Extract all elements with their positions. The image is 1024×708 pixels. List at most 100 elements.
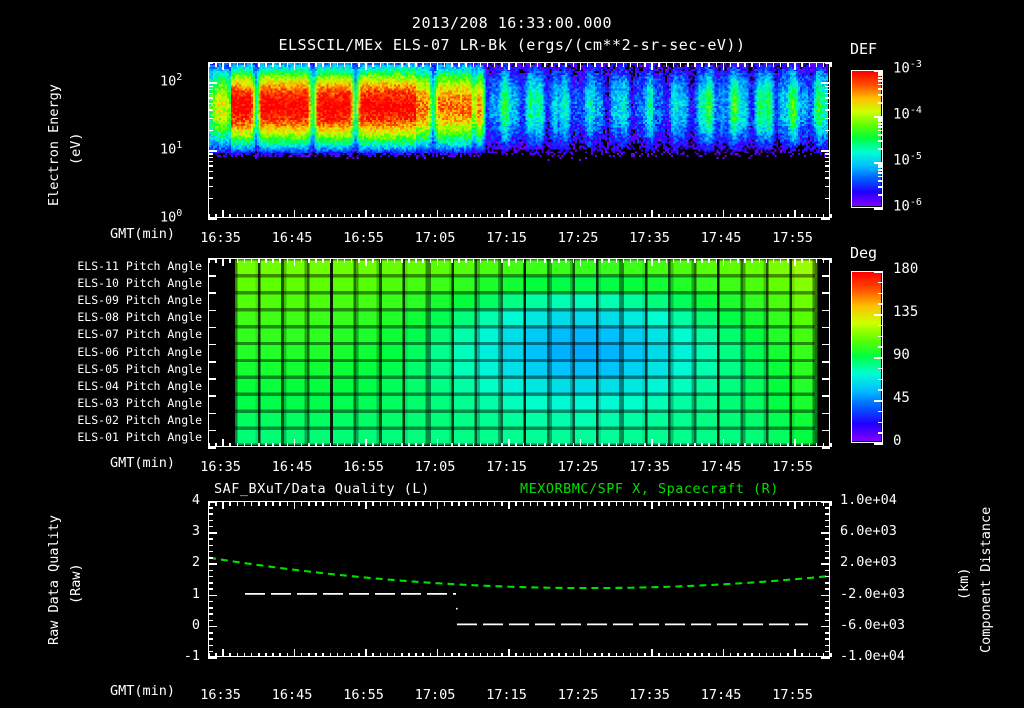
x-tick-label: 17:55: [772, 459, 813, 475]
x-tick-label: 17:25: [557, 230, 599, 246]
x-tick: [265, 258, 267, 263]
x-tick: [665, 62, 668, 67]
x-tick: [722, 439, 725, 447]
x-tick: [408, 213, 410, 218]
y-tick: [825, 507, 830, 509]
x-tick: [744, 62, 746, 67]
x-tick: [379, 501, 382, 506]
pitch-angle-row-label: ELS-10 Pitch Angle: [77, 275, 202, 290]
deg-colorbar-tick-label: 90: [893, 347, 910, 363]
x-tick: [372, 442, 374, 447]
x-tick: [830, 62, 832, 67]
x-tick: [629, 213, 632, 218]
x-tick: [622, 442, 625, 447]
x-tick: [458, 62, 460, 67]
x-tick: [794, 62, 796, 70]
y-tick: [825, 644, 830, 647]
y-tick: [822, 258, 830, 260]
x-tick: [758, 213, 760, 218]
x-tick: [308, 442, 310, 447]
x-tick: [236, 652, 239, 657]
x-tick: [737, 62, 739, 67]
y-tick: [825, 197, 830, 200]
x-tick: [679, 652, 682, 657]
y-tick: [821, 532, 830, 534]
x-tick: [300, 258, 303, 263]
y-tick: [208, 117, 213, 120]
x-tick: [286, 652, 289, 657]
x-tick: [215, 62, 217, 67]
x-tick: [801, 442, 803, 447]
x-tick: [365, 439, 367, 447]
x-tick-label: 16:35: [200, 687, 241, 703]
distance-tick-label: 1.0e+04: [840, 492, 897, 508]
x-tick: [815, 62, 818, 67]
pitch-angle-frame: [208, 258, 830, 447]
x-tick: [658, 652, 660, 657]
distance-ylabel-line2: (km): [956, 567, 972, 600]
y-tick: [822, 292, 830, 294]
y-tick: [822, 275, 830, 277]
x-tick: [222, 258, 224, 266]
x-tick: [250, 501, 253, 506]
x-tick: [429, 652, 432, 657]
x-tick: [350, 213, 353, 218]
x-tick: [422, 258, 424, 263]
x-tick: [722, 501, 725, 509]
y-tick: [208, 177, 213, 179]
x-tick: [508, 439, 510, 447]
x-tick: [751, 501, 753, 506]
y-tick: [825, 600, 830, 603]
x-tick: [279, 213, 281, 218]
x-tick: [322, 62, 324, 67]
x-tick: [694, 62, 696, 67]
x-tick: [329, 442, 332, 447]
x-tick: [679, 213, 682, 218]
deg-colorbar-tick-label: 0: [893, 433, 902, 449]
pitch-angle-xlabel: GMT(min): [110, 455, 176, 471]
x-tick: [343, 501, 346, 506]
x-tick: [215, 652, 217, 657]
x-tick: [386, 258, 389, 263]
x-tick-label: 17:35: [629, 459, 670, 475]
x-tick: [308, 501, 310, 506]
y-tick: [208, 361, 216, 363]
x-tick: [401, 652, 403, 657]
y-tick: [208, 544, 213, 547]
def-colorbar-tick-label: 10-4: [893, 105, 922, 123]
x-tick: [772, 213, 775, 218]
y-tick-label: 1: [191, 585, 200, 602]
x-tick: [322, 442, 324, 447]
x-tick: [779, 442, 782, 447]
pitch-angle-row-label: ELS-08 Pitch Angle: [77, 310, 202, 325]
x-tick: [558, 501, 560, 506]
distance-ylabel-line1: Component Distance: [978, 506, 994, 653]
x-tick: [329, 62, 332, 67]
x-tick: [415, 501, 417, 506]
x-tick: [479, 258, 482, 263]
y-tick: [825, 153, 830, 155]
x-tick: [486, 258, 489, 263]
deg-colorbar-tick-label: 135: [893, 304, 919, 320]
y-tick-label: 2: [191, 554, 200, 571]
y-tick: [208, 185, 213, 188]
x-tick: [322, 501, 324, 506]
x-tick: [336, 442, 339, 447]
x-tick: [808, 442, 811, 447]
x-tick: [236, 501, 239, 506]
x-tick: [272, 258, 274, 263]
x-tick: [250, 213, 253, 218]
x-tick: [794, 649, 796, 657]
x-tick: [787, 652, 789, 657]
x-tick: [408, 62, 410, 67]
x-tick: [651, 439, 653, 447]
y-tick: [208, 170, 213, 173]
x-tick: [472, 62, 475, 67]
y-tick: [825, 92, 830, 95]
x-tick: [451, 652, 453, 657]
x-tick: [787, 501, 789, 506]
y-tick: [208, 429, 216, 432]
x-tick: [472, 258, 475, 263]
x-tick: [401, 62, 403, 67]
